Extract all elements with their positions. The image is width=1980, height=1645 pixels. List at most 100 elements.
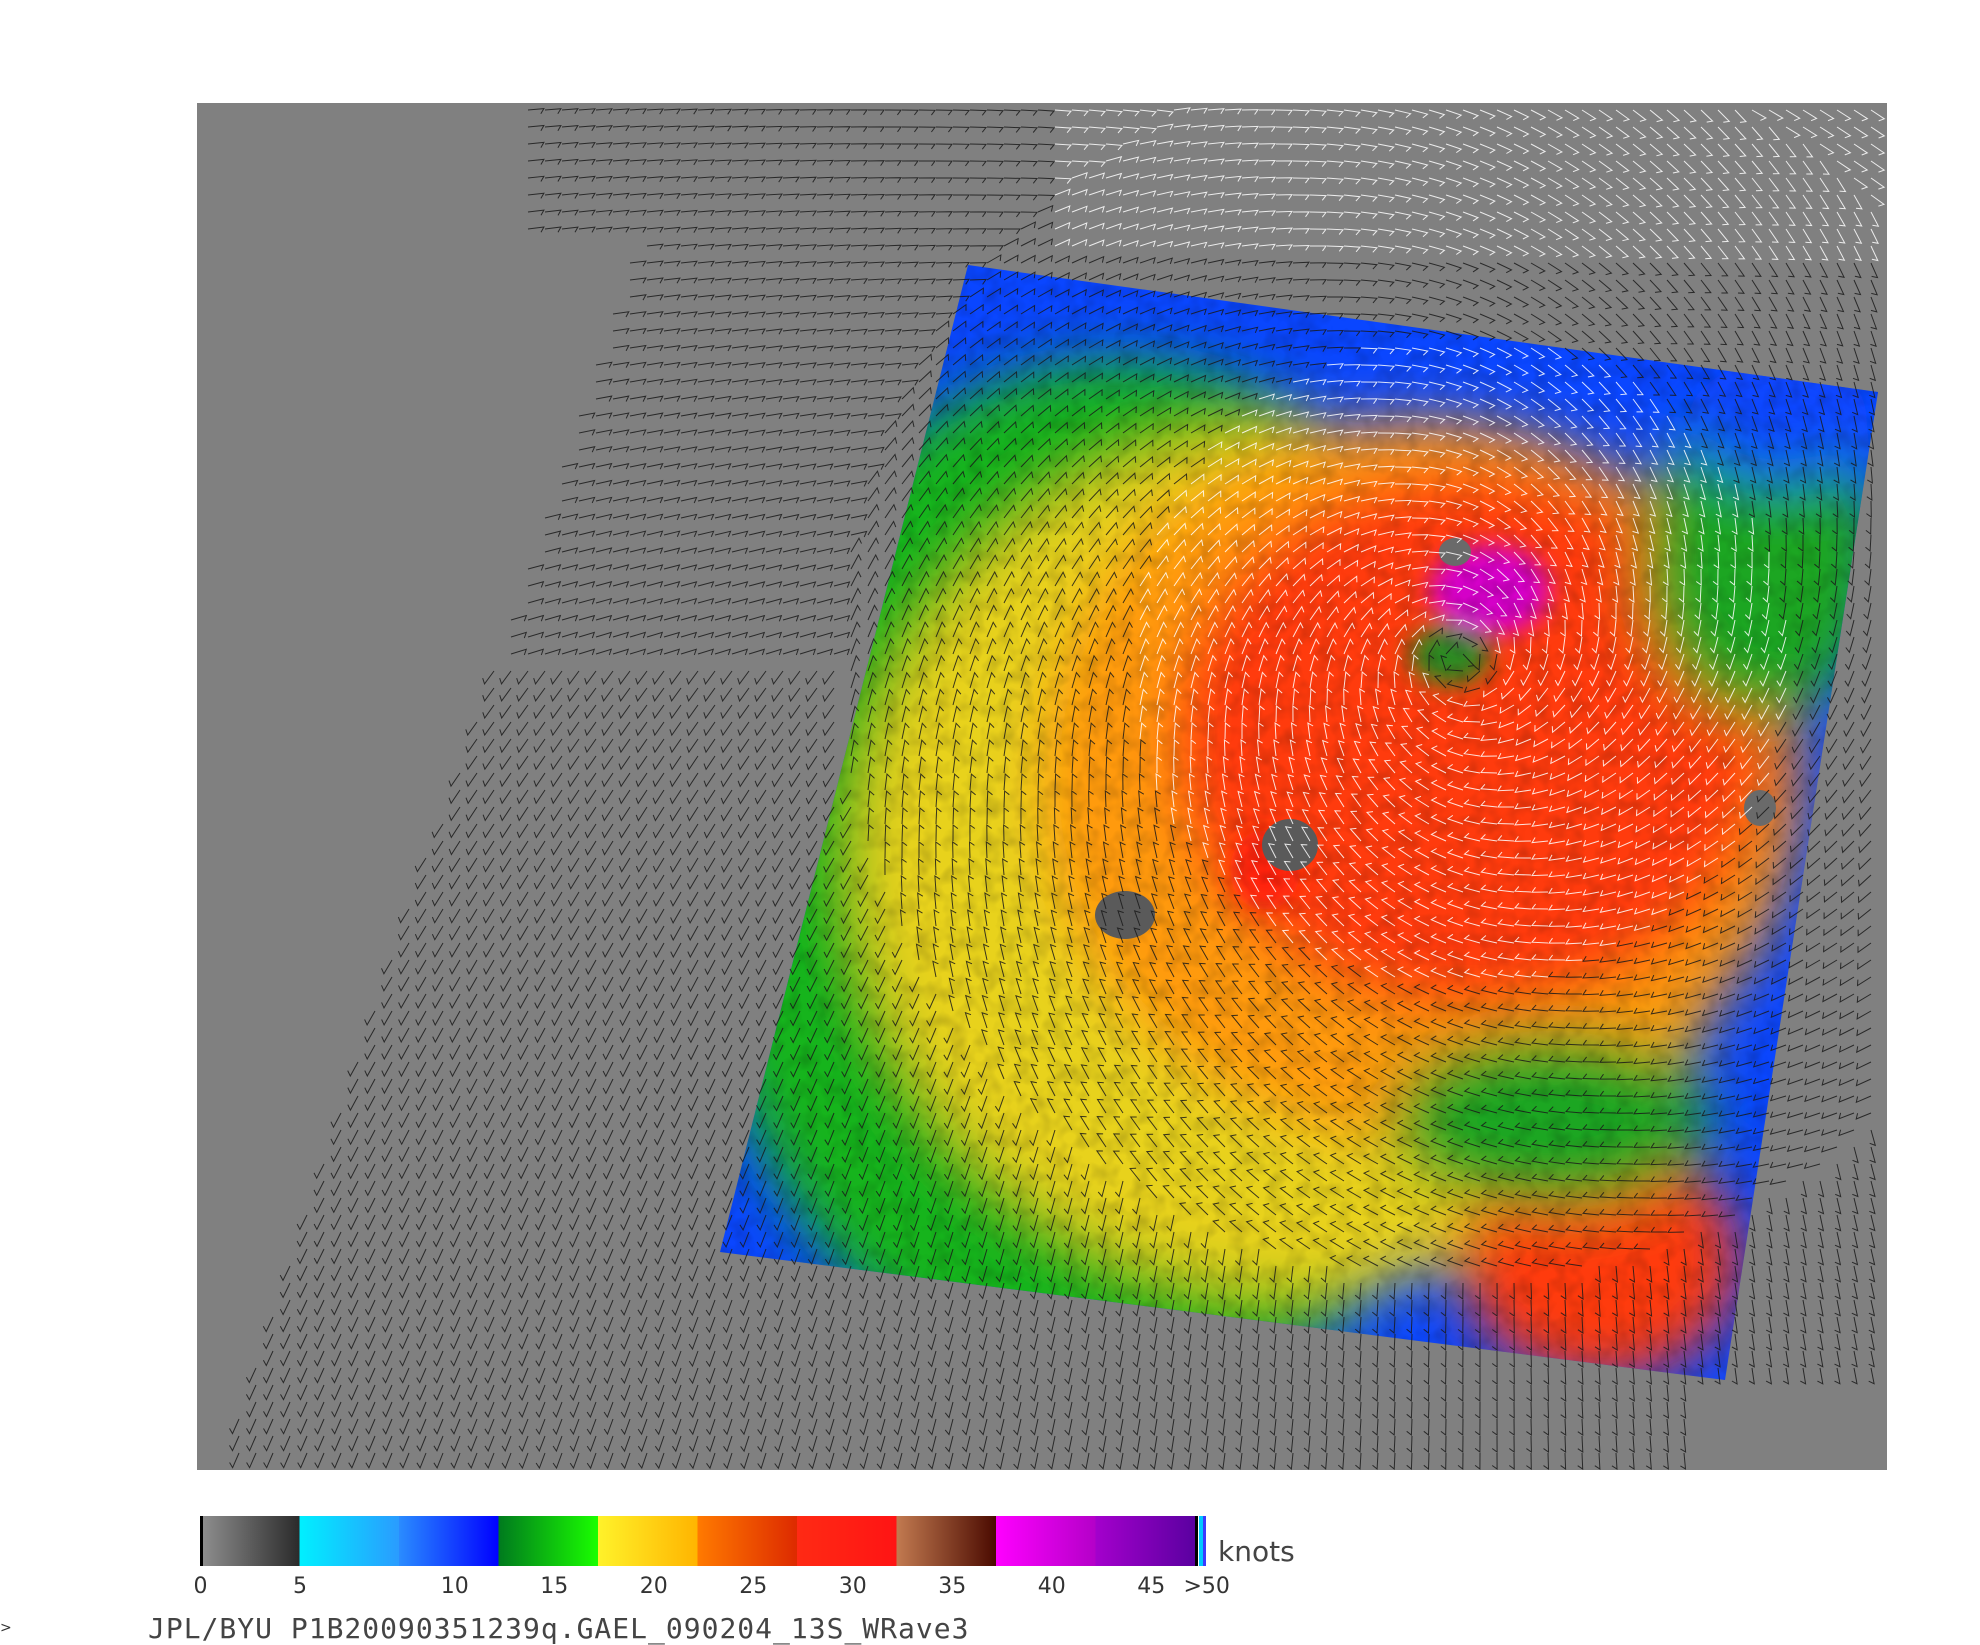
wind-barb xyxy=(1207,358,1224,366)
wind-barb xyxy=(765,328,783,335)
wind-barb xyxy=(969,109,988,116)
wind-barb xyxy=(1870,228,1879,244)
wind-barb xyxy=(1784,415,1792,433)
wind-barb xyxy=(1836,364,1843,381)
wind-barb xyxy=(544,141,562,148)
wind-barb xyxy=(1326,177,1344,185)
wind-barb xyxy=(1003,254,1019,264)
wind-barb xyxy=(918,295,936,302)
wind-barb xyxy=(850,429,868,437)
wind-barb xyxy=(1513,211,1530,223)
wind-barb xyxy=(1816,466,1823,484)
wind-barb xyxy=(1411,279,1429,288)
wind-barb xyxy=(1377,514,1395,521)
wind-barb xyxy=(1581,313,1596,327)
wind-barb xyxy=(867,126,885,133)
wind-barb xyxy=(629,446,647,453)
wind-barb xyxy=(1445,109,1463,120)
wind-barb xyxy=(1327,296,1344,303)
wind-barb xyxy=(850,193,868,200)
wind-barb xyxy=(1479,160,1496,171)
wind-barb xyxy=(680,547,698,554)
wind-barb xyxy=(1681,517,1689,535)
wind-barb xyxy=(935,228,953,234)
wind-barb xyxy=(1428,245,1446,255)
wind-barb xyxy=(884,210,902,217)
wind-barb xyxy=(595,547,613,554)
wind-barb xyxy=(782,513,800,521)
wind-barb xyxy=(1615,160,1630,173)
wind-barb xyxy=(1751,364,1760,381)
wind-barb xyxy=(1836,347,1844,364)
wind-barb xyxy=(697,429,715,436)
wind-barb xyxy=(1615,330,1629,344)
wind-barb xyxy=(1241,458,1257,468)
wind-barb xyxy=(527,226,545,233)
wind-barb xyxy=(1343,330,1361,337)
wind-barb xyxy=(663,547,681,554)
wind-barb xyxy=(680,142,698,149)
wind-barb xyxy=(816,311,834,318)
wind-barb xyxy=(1054,504,1068,519)
wind-barb xyxy=(884,520,897,536)
wind-barb xyxy=(799,463,817,470)
wind-barb xyxy=(918,278,936,285)
wind-barb xyxy=(578,158,596,165)
wind-barb xyxy=(1139,306,1156,315)
wind-barb xyxy=(901,503,914,519)
wind-barb xyxy=(663,260,681,267)
wind-barb xyxy=(1462,262,1480,273)
wind-barb xyxy=(1581,432,1594,446)
wind-barb xyxy=(799,193,817,200)
wind-barb xyxy=(731,496,749,504)
wind-barb xyxy=(1088,421,1103,434)
wind-barb xyxy=(1292,427,1310,435)
wind-barb xyxy=(1581,449,1594,464)
wind-barb xyxy=(1190,241,1208,249)
wind-barb xyxy=(612,209,630,216)
wind-barb xyxy=(1750,466,1757,484)
wind-barb xyxy=(1207,490,1222,502)
wind-barb xyxy=(544,158,562,165)
wind-barb xyxy=(714,142,732,149)
wind-barb xyxy=(1054,305,1070,315)
wind-barb xyxy=(1275,277,1293,284)
wind-barb xyxy=(1717,194,1730,209)
wind-barb xyxy=(952,320,967,332)
wind-barb xyxy=(1428,551,1447,559)
wind-barb xyxy=(918,470,931,485)
wind-barb xyxy=(1003,177,1021,184)
wind-barb xyxy=(1445,551,1463,560)
wind-barb xyxy=(1173,257,1191,265)
wind-barb xyxy=(1717,296,1729,311)
wind-barb xyxy=(1683,177,1697,191)
wind-barb xyxy=(816,530,834,538)
wind-barb xyxy=(544,108,562,115)
wind-barb xyxy=(1428,432,1446,441)
wind-barb xyxy=(969,470,983,485)
wind-barb xyxy=(1581,296,1596,310)
wind-barb xyxy=(1479,500,1496,512)
wind-barb xyxy=(1683,126,1697,140)
wind-barb xyxy=(1632,262,1646,276)
wind-barb xyxy=(1851,432,1858,450)
wind-barb xyxy=(1836,126,1852,139)
wind-barb xyxy=(1547,381,1562,394)
wind-barb xyxy=(646,446,664,453)
wind-barb xyxy=(1156,390,1172,400)
wind-barb xyxy=(1360,414,1378,421)
wind-barb xyxy=(1785,177,1797,192)
wind-barb xyxy=(1666,211,1680,225)
wind-barb xyxy=(1037,504,1051,519)
wind-barb xyxy=(782,311,800,318)
wind-barb xyxy=(1835,398,1842,416)
wind-barb xyxy=(1849,500,1856,518)
wind-barb xyxy=(1105,389,1120,400)
wind-barb xyxy=(1462,228,1480,239)
wind-barb xyxy=(1683,228,1696,242)
wind-barb xyxy=(1377,109,1395,118)
wind-barb xyxy=(1798,500,1805,518)
wind-barb xyxy=(1377,126,1395,135)
wind-barb xyxy=(850,160,868,166)
wind-barb xyxy=(799,159,817,166)
